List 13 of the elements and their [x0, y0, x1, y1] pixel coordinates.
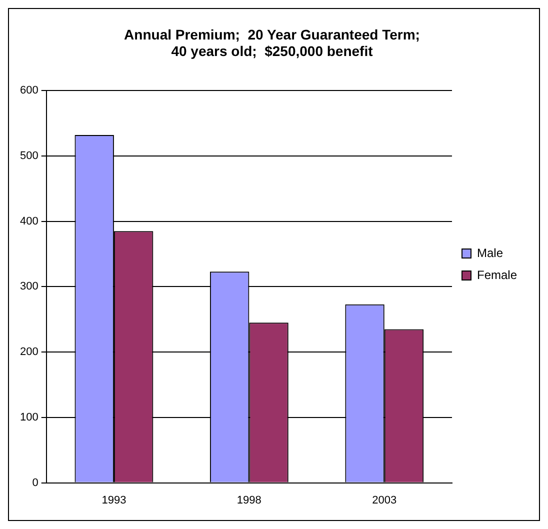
legend-label: Female	[476, 268, 518, 282]
y-tick-label: 100	[20, 411, 38, 424]
x-tick-label: 2003	[372, 494, 397, 506]
y-tick-label: 400	[20, 215, 38, 228]
y-tick-label: 300	[20, 280, 38, 293]
y-tick-label: 500	[20, 150, 38, 162]
y-tick-label: 600	[20, 84, 38, 97]
y-tick-label: 200	[20, 346, 38, 358]
legend-label: Male	[476, 246, 504, 260]
x-tick-label: 1998	[236, 494, 262, 506]
y-tick-label: 0	[32, 476, 38, 489]
chart-title: Annual Premium; 20 Year Guaranteed Term; 40 years old; $250,000 benefit	[124, 26, 420, 60]
x-tick-label: 1993	[102, 494, 126, 506]
